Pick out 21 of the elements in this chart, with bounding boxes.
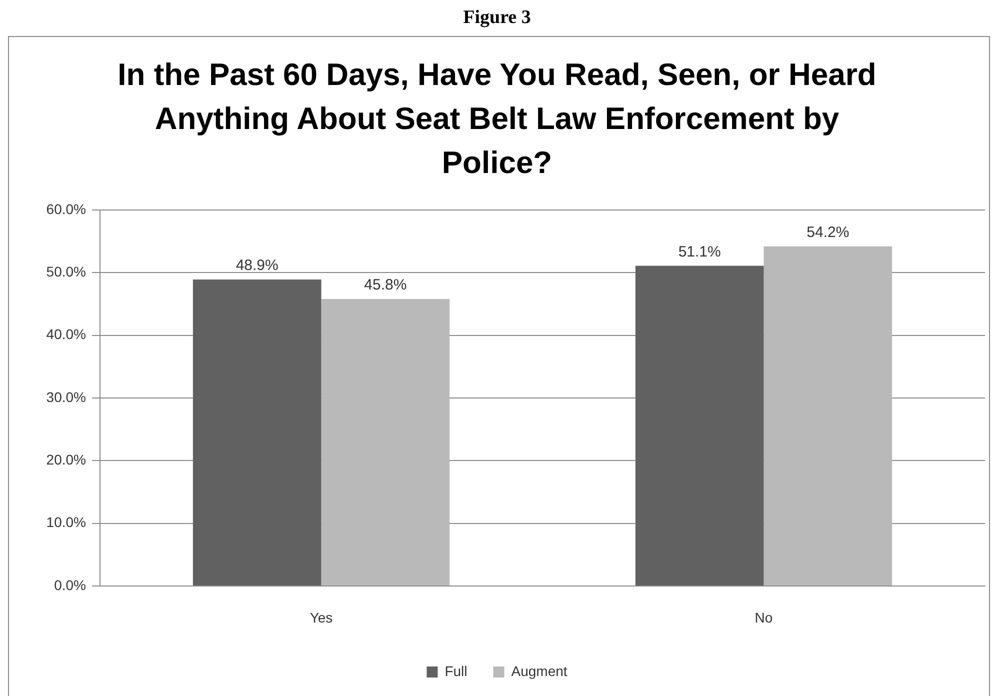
data-label: 51.1% xyxy=(678,243,721,260)
legend-label: Full xyxy=(444,662,468,679)
y-tick-label: 50.0% xyxy=(46,264,86,280)
x-tick-label: Yes xyxy=(310,609,333,626)
y-tick-label: 60.0% xyxy=(46,200,86,217)
chart-title: In the Past 60 Days, Have You Read, Seen, or Heard Anything About Seat Belt Law Enforcement by Police? xyxy=(117,56,877,182)
y-tick-label: 20.0% xyxy=(46,452,86,468)
x-tick-label: No xyxy=(754,609,773,626)
y-tick-label: 10.0% xyxy=(46,514,86,530)
data-label: 54.2% xyxy=(806,224,850,241)
caption: Figure 3 xyxy=(462,6,532,30)
y-tick-label: 40.0% xyxy=(46,326,86,342)
legend-label: Augment xyxy=(511,662,568,679)
bar xyxy=(321,298,450,586)
data-label: 48.9% xyxy=(236,257,278,274)
bar xyxy=(192,280,322,586)
y-tick-label: 30.0% xyxy=(46,388,86,405)
y-tick-label: 0.0% xyxy=(54,576,86,593)
data-label: 45.8% xyxy=(364,276,407,294)
bar xyxy=(635,266,764,586)
bar xyxy=(764,246,892,586)
